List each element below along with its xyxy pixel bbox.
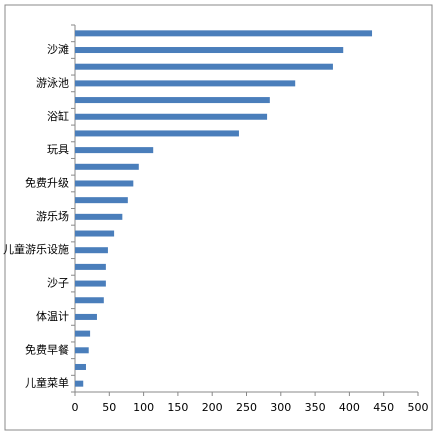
x-tick-label: 250 (236, 401, 257, 414)
x-tick-label: 500 (408, 401, 429, 414)
bar (75, 297, 104, 304)
y-tick-label: 儿童游乐设施 (3, 242, 69, 256)
x-tick-label: 200 (202, 401, 223, 414)
y-tick-label: 浴缸 (47, 109, 69, 123)
x-tick-label: 300 (270, 401, 291, 414)
bar (75, 80, 296, 87)
bar (75, 147, 154, 154)
bar (75, 363, 86, 370)
y-tick-label: 玩具 (47, 143, 69, 156)
x-tick-label: 350 (305, 401, 326, 414)
bar (75, 380, 84, 387)
y-tick-label: 免费升级 (25, 175, 69, 189)
chart-frame (4, 4, 433, 431)
bar (75, 163, 139, 170)
bar (75, 230, 115, 237)
bar (75, 247, 108, 254)
y-tick-label: 沙滩 (47, 42, 69, 56)
y-tick-label: 沙子 (47, 277, 69, 290)
x-tick-label: 50 (102, 401, 116, 414)
bar (75, 113, 268, 120)
x-tick-label: 0 (72, 401, 79, 414)
bar (75, 130, 239, 137)
bar (75, 280, 106, 287)
y-tick-label: 游泳池 (36, 75, 69, 89)
bar (75, 313, 97, 320)
bar (75, 213, 123, 220)
bar (75, 330, 91, 337)
x-tick-label: 450 (373, 401, 394, 414)
x-tick-label: 150 (167, 401, 188, 414)
y-tick-label: 免费早餐 (25, 342, 69, 356)
x-tick-label: 400 (339, 401, 360, 414)
y-tick-label: 体温计 (36, 309, 69, 323)
bar (75, 97, 270, 104)
bar (75, 63, 333, 70)
bar (75, 47, 344, 54)
bar (75, 180, 134, 187)
bar (75, 263, 106, 270)
bar (75, 197, 128, 204)
bar (75, 347, 89, 354)
y-tick-label: 游乐场 (36, 209, 69, 223)
x-tick-label: 100 (133, 401, 154, 414)
bar (75, 30, 373, 37)
y-tick-label: 儿童菜单 (25, 376, 69, 390)
